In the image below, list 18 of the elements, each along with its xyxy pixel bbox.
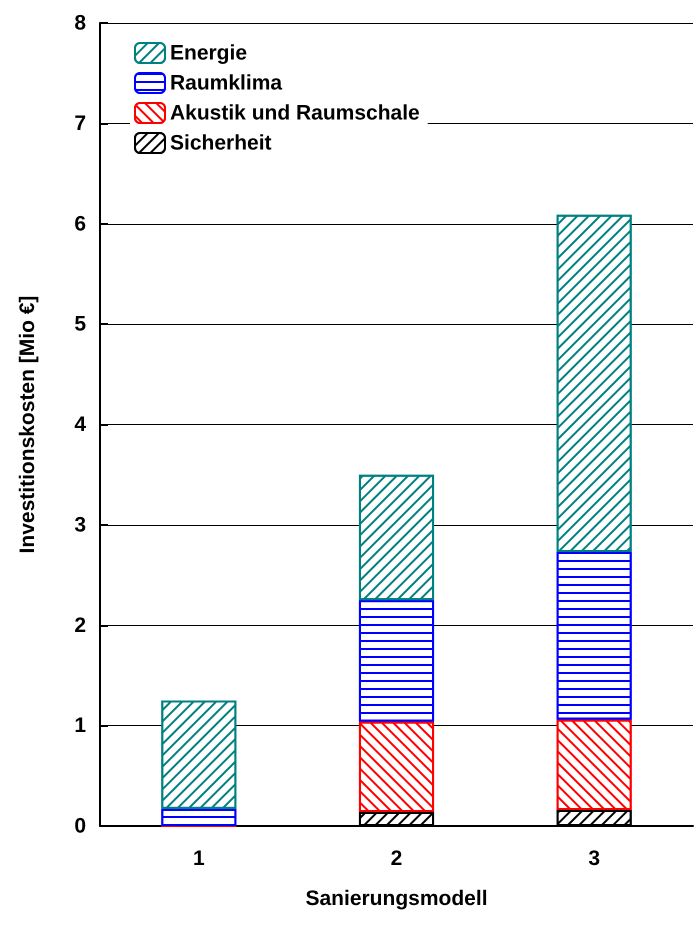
y-axis-title: Investitionskosten [Mio €] [16,296,39,554]
y-tick-label: 3 [74,513,86,536]
x-axis-title: Sanierungsmodell [305,887,488,910]
y-tick-label: 0 [74,814,86,838]
x-tick-label: 2 [390,847,402,870]
y-tick-label: 2 [74,614,86,637]
y-tick-label: 6 [74,212,86,236]
y-tick-label: 8 [74,12,86,34]
y-tick-label: 5 [74,312,86,336]
y-tick-label: 1 [74,714,86,738]
legend-label: Sicherheit [170,132,272,154]
y-tick-label: 4 [74,413,86,436]
legend-label: Energie [170,42,248,64]
x-tick-label: 1 [192,847,205,870]
legend-label: Raumklima [170,72,282,94]
legend-label: Akustik und Raumschale [170,102,420,124]
y-tick-label: 7 [74,112,86,135]
x-tick-label: 3 [588,847,600,870]
